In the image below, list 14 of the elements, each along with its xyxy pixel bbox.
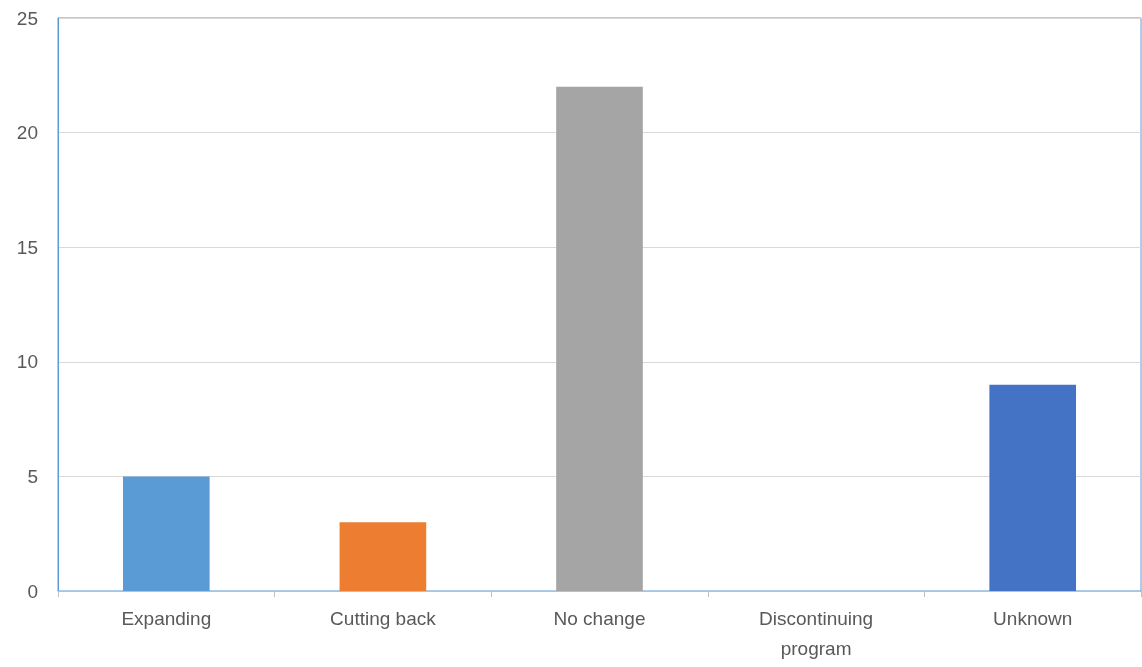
x-tick-label: Unknown	[993, 607, 1073, 629]
bar	[339, 522, 427, 591]
y-tick-label: 25	[16, 7, 38, 29]
y-tick-label: 0	[27, 580, 38, 602]
x-tick-label: No change	[553, 607, 646, 629]
y-tick-label: 10	[16, 351, 38, 373]
x-tick-label: Expanding	[121, 607, 212, 629]
y-tick-label: 15	[16, 236, 38, 258]
bar	[989, 384, 1077, 591]
y-tick-label: 5	[27, 465, 38, 487]
y-tick-label: 20	[16, 122, 38, 144]
bar	[556, 86, 643, 591]
x-tick-label: Discontinuing program	[759, 607, 874, 659]
x-tick-label: Cutting back	[330, 607, 437, 629]
